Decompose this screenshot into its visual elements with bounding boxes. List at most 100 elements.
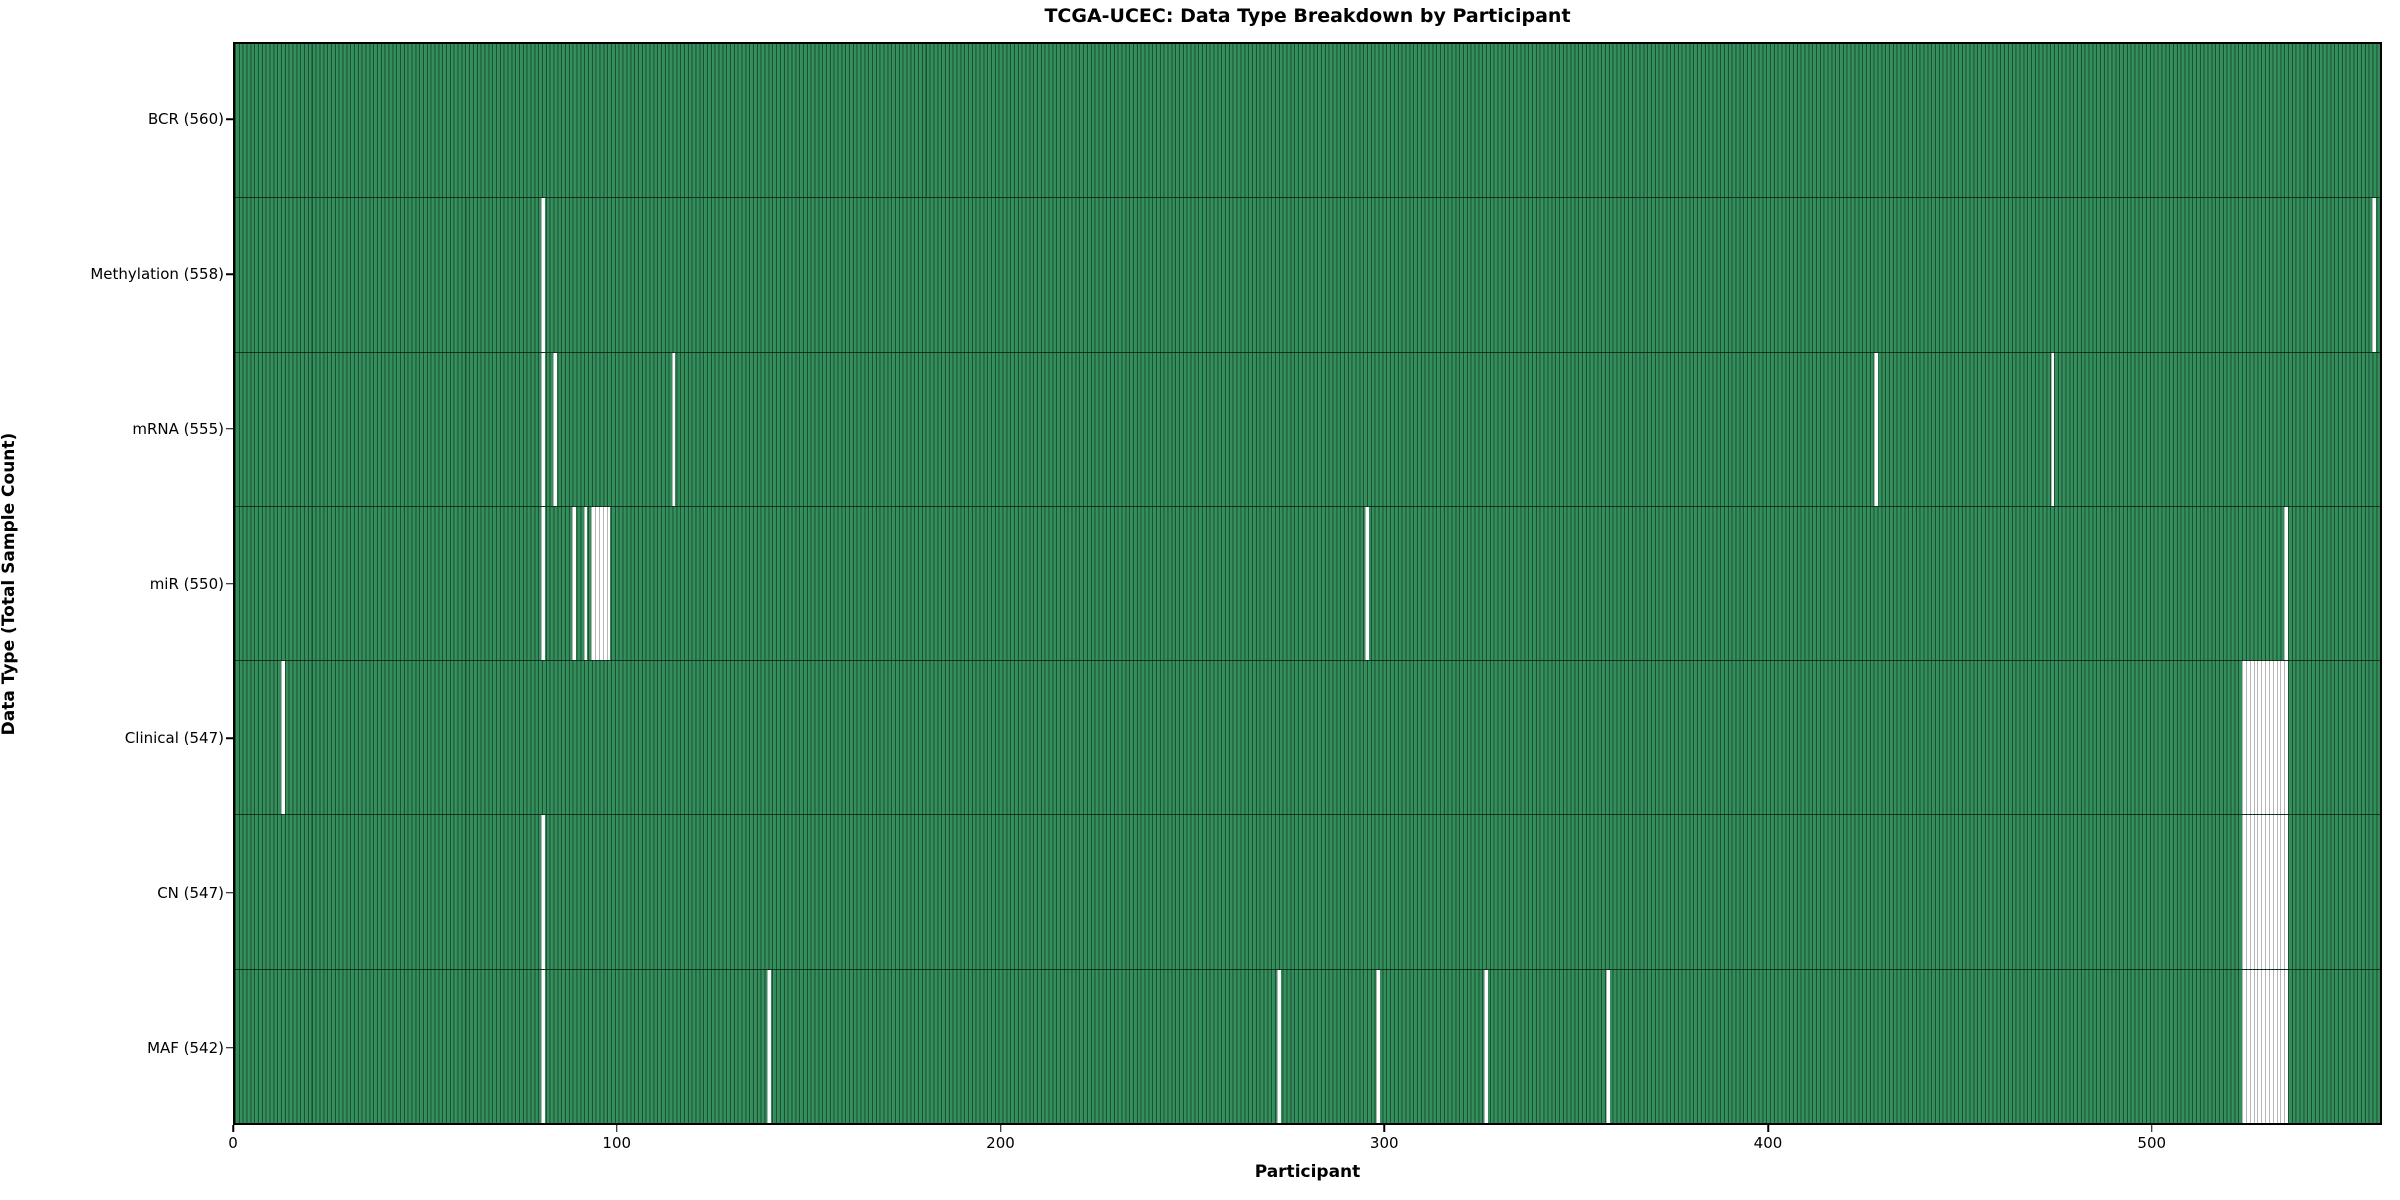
x-tick-mark xyxy=(1383,1125,1385,1132)
absent-marker xyxy=(2280,815,2285,969)
absent-marker xyxy=(2372,198,2377,352)
y-tick-mark xyxy=(226,892,233,894)
absent-marker xyxy=(2249,969,2254,1123)
row-maf xyxy=(235,968,2380,1123)
absent-marker xyxy=(2050,352,2055,506)
absent-marker xyxy=(2242,969,2246,1123)
y-tick-mark xyxy=(226,737,233,739)
absent-marker xyxy=(541,506,546,661)
y-tick-mark xyxy=(226,1046,233,1049)
y-tick-mark xyxy=(226,428,233,430)
absent-marker xyxy=(595,506,599,661)
absent-marker xyxy=(2257,815,2262,969)
absent-marker xyxy=(1276,969,1281,1123)
row-bcr xyxy=(235,44,2380,198)
x-tick-label: 200 xyxy=(986,1134,1015,1152)
absent-marker xyxy=(2249,661,2254,815)
x-tick-mark xyxy=(616,1125,618,1132)
absent-marker xyxy=(2261,969,2266,1123)
absent-marker xyxy=(541,352,546,506)
absent-marker xyxy=(541,815,546,969)
absent-marker xyxy=(2276,969,2281,1123)
absent-marker xyxy=(2265,815,2269,969)
y-tick-mark xyxy=(226,273,233,275)
x-axis-label: Participant xyxy=(1254,1162,1361,1182)
x-tick-mark xyxy=(232,1125,234,1132)
chart-title: TCGA-UCEC: Data Type Breakdown by Partic… xyxy=(1044,5,1571,27)
absent-marker xyxy=(598,506,603,661)
absent-marker xyxy=(2257,969,2262,1123)
absent-marker xyxy=(2284,815,2289,969)
absent-marker xyxy=(280,661,285,815)
x-tick-mark xyxy=(2151,1125,2153,1132)
absent-marker xyxy=(2245,969,2250,1123)
x-tick-mark xyxy=(1767,1125,1769,1132)
plot-area: Present Absent xyxy=(233,42,2382,1125)
absent-marker xyxy=(591,506,596,661)
x-tick-label: 0 xyxy=(228,1134,238,1152)
absent-marker xyxy=(1874,352,1879,506)
absent-marker xyxy=(2253,969,2258,1123)
y-axis-label: Data Type (Total Sample Count) xyxy=(0,432,19,736)
absent-marker xyxy=(2272,661,2277,815)
absent-marker xyxy=(2284,969,2289,1123)
absent-marker xyxy=(541,969,546,1123)
row-methylation xyxy=(235,197,2380,352)
absent-marker xyxy=(2249,815,2254,969)
absent-marker xyxy=(2280,969,2285,1123)
absent-marker xyxy=(583,506,588,661)
absent-marker xyxy=(2272,969,2277,1123)
absent-marker xyxy=(2242,661,2246,815)
absent-marker xyxy=(2245,661,2250,815)
row-mrna xyxy=(235,351,2380,506)
y-tick-mark xyxy=(226,582,233,585)
absent-marker xyxy=(2253,815,2258,969)
absent-marker xyxy=(552,352,557,506)
absent-marker xyxy=(2265,969,2269,1123)
absent-marker xyxy=(2257,661,2262,815)
x-tick-label: 500 xyxy=(2137,1134,2167,1152)
absent-marker xyxy=(2268,969,2273,1123)
absent-marker xyxy=(671,352,676,506)
x-tick-label: 100 xyxy=(602,1134,632,1152)
absent-marker xyxy=(2265,661,2269,815)
absent-marker xyxy=(2261,815,2266,969)
absent-marker xyxy=(1606,969,1611,1123)
absent-marker xyxy=(2268,661,2273,815)
x-tick-label: 300 xyxy=(1369,1134,1399,1152)
absent-marker xyxy=(602,506,607,661)
absent-marker xyxy=(2276,661,2281,815)
absent-marker xyxy=(572,506,576,661)
y-tick-label: Methylation (558) xyxy=(90,265,224,284)
absent-marker xyxy=(541,198,546,352)
row-clinical xyxy=(235,660,2380,815)
absent-marker xyxy=(2280,661,2285,815)
absent-marker xyxy=(1376,969,1381,1123)
y-tick-label: BCR (560) xyxy=(147,110,224,129)
absent-marker xyxy=(2272,815,2277,969)
y-tick-mark xyxy=(226,118,233,121)
x-tick-mark xyxy=(999,1125,1002,1132)
y-tick-label: Clinical (547) xyxy=(124,729,224,748)
heatmap-rows xyxy=(235,44,2380,1123)
absent-marker xyxy=(767,969,772,1123)
absent-marker xyxy=(2268,815,2273,969)
absent-marker xyxy=(2245,815,2250,969)
y-tick-label: mRNA (555) xyxy=(132,419,224,438)
absent-marker xyxy=(2284,661,2289,815)
y-tick-label: CN (547) xyxy=(157,883,224,902)
absent-marker xyxy=(2261,661,2266,815)
row-mir xyxy=(235,505,2380,661)
absent-marker xyxy=(2242,815,2246,969)
absent-marker xyxy=(2276,815,2281,969)
absent-marker xyxy=(606,506,611,661)
absent-marker xyxy=(2253,661,2258,815)
absent-marker xyxy=(1364,506,1369,661)
absent-marker xyxy=(1483,969,1488,1123)
absent-marker xyxy=(2284,506,2289,661)
x-tick-label: 400 xyxy=(1753,1134,1783,1152)
row-cn xyxy=(235,814,2380,969)
y-tick-label: miR (550) xyxy=(149,574,224,593)
y-tick-label: MAF (542) xyxy=(147,1038,224,1057)
